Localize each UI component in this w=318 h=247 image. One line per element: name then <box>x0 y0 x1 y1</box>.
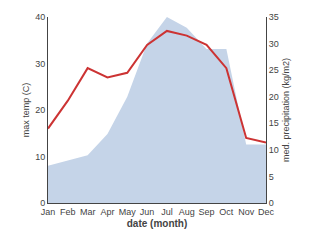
svg-text:Dec: Dec <box>258 207 275 217</box>
svg-text:Apr: Apr <box>100 207 114 217</box>
svg-text:20: 20 <box>269 92 279 102</box>
svg-text:Oct: Oct <box>219 207 234 217</box>
svg-text:Jan: Jan <box>41 207 56 217</box>
svg-text:Jul: Jul <box>161 207 173 217</box>
svg-text:5: 5 <box>269 172 274 182</box>
svg-text:Aug: Aug <box>179 207 195 217</box>
svg-text:May: May <box>119 207 137 217</box>
svg-text:20: 20 <box>35 105 45 115</box>
svg-text:30: 30 <box>269 39 279 49</box>
svg-text:Sep: Sep <box>199 207 215 217</box>
svg-text:15: 15 <box>269 118 279 128</box>
svg-text:40: 40 <box>35 12 45 22</box>
svg-text:30: 30 <box>35 59 45 69</box>
svg-text:25: 25 <box>269 65 279 75</box>
svg-text:Feb: Feb <box>60 207 76 217</box>
svg-text:date (month): date (month) <box>127 218 188 229</box>
svg-text:Mar: Mar <box>80 207 96 217</box>
svg-text:0: 0 <box>40 198 45 208</box>
svg-text:10: 10 <box>269 145 279 155</box>
svg-text:med. precipitation (kg/m2): med. precipitation (kg/m2) <box>281 58 291 162</box>
svg-text:35: 35 <box>269 12 279 22</box>
svg-text:0: 0 <box>269 198 274 208</box>
svg-text:max temp (C): max temp (C) <box>21 83 31 138</box>
svg-text:10: 10 <box>35 152 45 162</box>
svg-text:Nov: Nov <box>238 207 255 217</box>
svg-text:Jun: Jun <box>140 207 155 217</box>
